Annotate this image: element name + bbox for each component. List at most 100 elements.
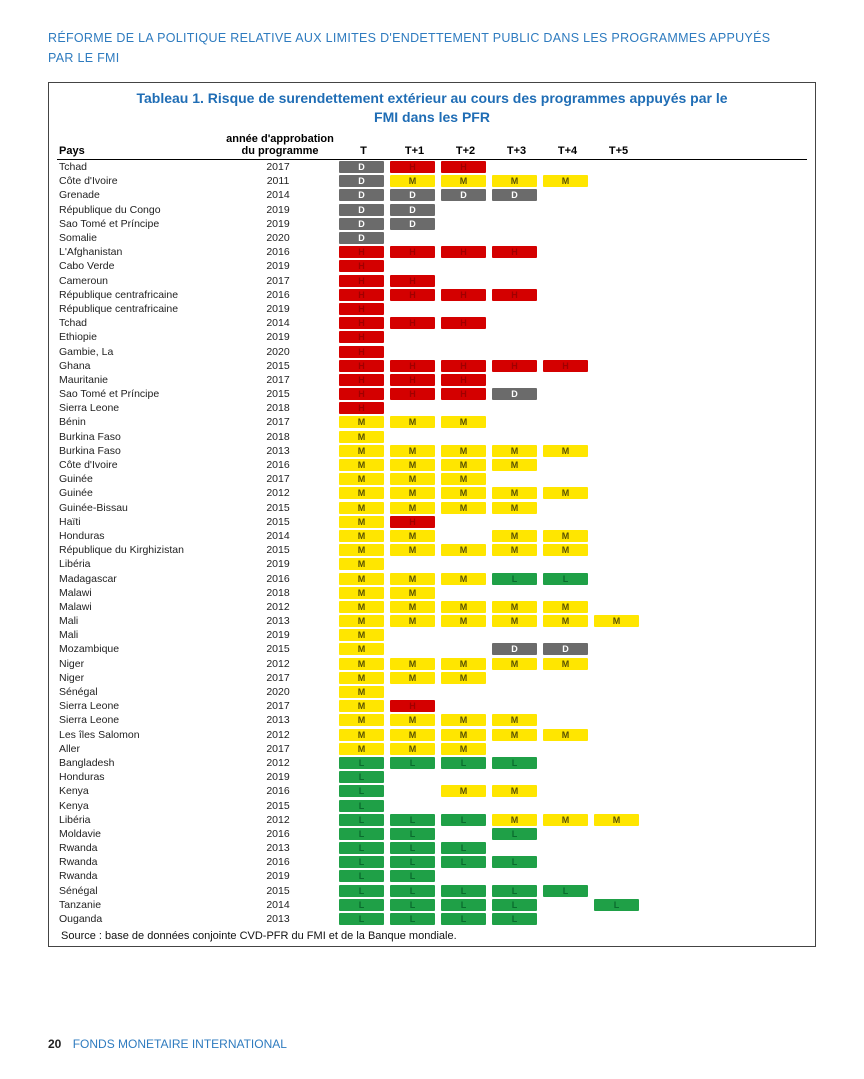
country-cell: Malawi bbox=[57, 587, 217, 599]
risk-cell: H bbox=[390, 246, 435, 258]
year-cell: 2020 bbox=[223, 346, 333, 358]
risk-cell bbox=[492, 587, 537, 599]
risk-cell bbox=[594, 530, 639, 542]
risk-cell bbox=[390, 402, 435, 414]
year-cell: 2015 bbox=[223, 885, 333, 897]
table-row: Somalie2020D bbox=[57, 231, 807, 245]
country-cell: Rwanda bbox=[57, 856, 217, 868]
risk-cell: M bbox=[339, 729, 384, 741]
risk-cell: M bbox=[390, 658, 435, 670]
risk-cell: M bbox=[441, 743, 486, 755]
year-cell: 2015 bbox=[223, 502, 333, 514]
risk-cell bbox=[594, 729, 639, 741]
risk-cell bbox=[594, 544, 639, 556]
risk-cell bbox=[543, 714, 588, 726]
column-headers: Pays année d'approbation du programme T … bbox=[57, 129, 807, 160]
table-row: Kenya2016LMM bbox=[57, 784, 807, 798]
country-cell: Rwanda bbox=[57, 842, 217, 854]
risk-cell bbox=[390, 771, 435, 783]
table-row: Ghana2015HHHHH bbox=[57, 359, 807, 373]
risk-cell bbox=[441, 686, 486, 698]
risk-cell: M bbox=[339, 558, 384, 570]
risk-cell: M bbox=[492, 729, 537, 741]
risk-cell bbox=[543, 743, 588, 755]
doc-header-line1: RÉFORME DE LA POLITIQUE RELATIVE AUX LIM… bbox=[48, 31, 770, 45]
year-cell: 2017 bbox=[223, 473, 333, 485]
risk-cell: M bbox=[390, 487, 435, 499]
risk-cell: M bbox=[441, 445, 486, 457]
risk-cell bbox=[543, 757, 588, 769]
risk-cell: H bbox=[492, 289, 537, 301]
year-cell: 2013 bbox=[223, 714, 333, 726]
risk-cell: L bbox=[441, 885, 486, 897]
table-row: Aller2017MMM bbox=[57, 742, 807, 756]
table-title-line1: Tableau 1. Risque de surendettement exté… bbox=[136, 90, 727, 106]
table-row: Sierra Leone2017MH bbox=[57, 699, 807, 713]
year-cell: 2012 bbox=[223, 757, 333, 769]
country-cell: Honduras bbox=[57, 771, 217, 783]
risk-cell bbox=[492, 416, 537, 428]
risk-cell bbox=[594, 388, 639, 400]
risk-cell bbox=[492, 842, 537, 854]
risk-cell bbox=[492, 629, 537, 641]
risk-cell bbox=[543, 800, 588, 812]
risk-cell bbox=[543, 317, 588, 329]
country-cell: Les îles Salomon bbox=[57, 729, 217, 741]
risk-cell: M bbox=[492, 658, 537, 670]
risk-cell bbox=[594, 785, 639, 797]
country-cell: République du Kirghizistan bbox=[57, 544, 217, 556]
risk-cell bbox=[594, 161, 639, 173]
risk-cell: L bbox=[339, 913, 384, 925]
table-body: Tchad2017DHHCôte d'Ivoire2011DMMMMGrenad… bbox=[57, 160, 807, 926]
risk-cell: D bbox=[492, 189, 537, 201]
country-cell: Moldavie bbox=[57, 828, 217, 840]
year-cell: 2012 bbox=[223, 601, 333, 613]
risk-cell bbox=[492, 346, 537, 358]
country-cell: République du Congo bbox=[57, 204, 217, 216]
table-row: Bangladesh2012LLLL bbox=[57, 756, 807, 770]
risk-cell: L bbox=[390, 870, 435, 882]
risk-cell: M bbox=[390, 573, 435, 585]
risk-cell: H bbox=[492, 246, 537, 258]
risk-cell: M bbox=[543, 445, 588, 457]
risk-cell: M bbox=[441, 785, 486, 797]
risk-cell: L bbox=[390, 814, 435, 826]
risk-cell bbox=[390, 331, 435, 343]
table-row: Niger2012MMMMM bbox=[57, 657, 807, 671]
risk-cell bbox=[543, 516, 588, 528]
risk-cell bbox=[441, 260, 486, 272]
risk-cell: M bbox=[492, 814, 537, 826]
risk-cell: M bbox=[339, 516, 384, 528]
risk-cell bbox=[543, 204, 588, 216]
year-cell: 2013 bbox=[223, 842, 333, 854]
country-cell: Guinée bbox=[57, 473, 217, 485]
risk-cell bbox=[594, 800, 639, 812]
table-row: Libéria2012LLLMMM bbox=[57, 813, 807, 827]
country-cell: Grenade bbox=[57, 189, 217, 201]
table-row: Malawi2018MM bbox=[57, 586, 807, 600]
year-cell: 2015 bbox=[223, 544, 333, 556]
risk-cell: M bbox=[390, 502, 435, 514]
risk-cell: M bbox=[339, 672, 384, 684]
year-cell: 2016 bbox=[223, 459, 333, 471]
table-row: Sénégal2015LLLLL bbox=[57, 884, 807, 898]
risk-cell bbox=[492, 374, 537, 386]
risk-cell: M bbox=[390, 530, 435, 542]
table-row: Guinée-Bissau2015MMMM bbox=[57, 500, 807, 514]
year-cell: 2016 bbox=[223, 785, 333, 797]
risk-cell bbox=[492, 700, 537, 712]
year-cell: 2013 bbox=[223, 615, 333, 627]
risk-cell bbox=[594, 487, 639, 499]
year-cell: 2019 bbox=[223, 629, 333, 641]
risk-cell: D bbox=[339, 218, 384, 230]
risk-cell bbox=[543, 785, 588, 797]
risk-cell bbox=[441, 643, 486, 655]
table-row: Niger2017MMM bbox=[57, 671, 807, 685]
risk-cell bbox=[543, 672, 588, 684]
year-cell: 2016 bbox=[223, 246, 333, 258]
risk-cell bbox=[594, 828, 639, 840]
risk-cell bbox=[390, 629, 435, 641]
risk-cell: L bbox=[339, 885, 384, 897]
table-row: Mozambique2015MDD bbox=[57, 642, 807, 656]
country-cell: République centrafricaine bbox=[57, 303, 217, 315]
